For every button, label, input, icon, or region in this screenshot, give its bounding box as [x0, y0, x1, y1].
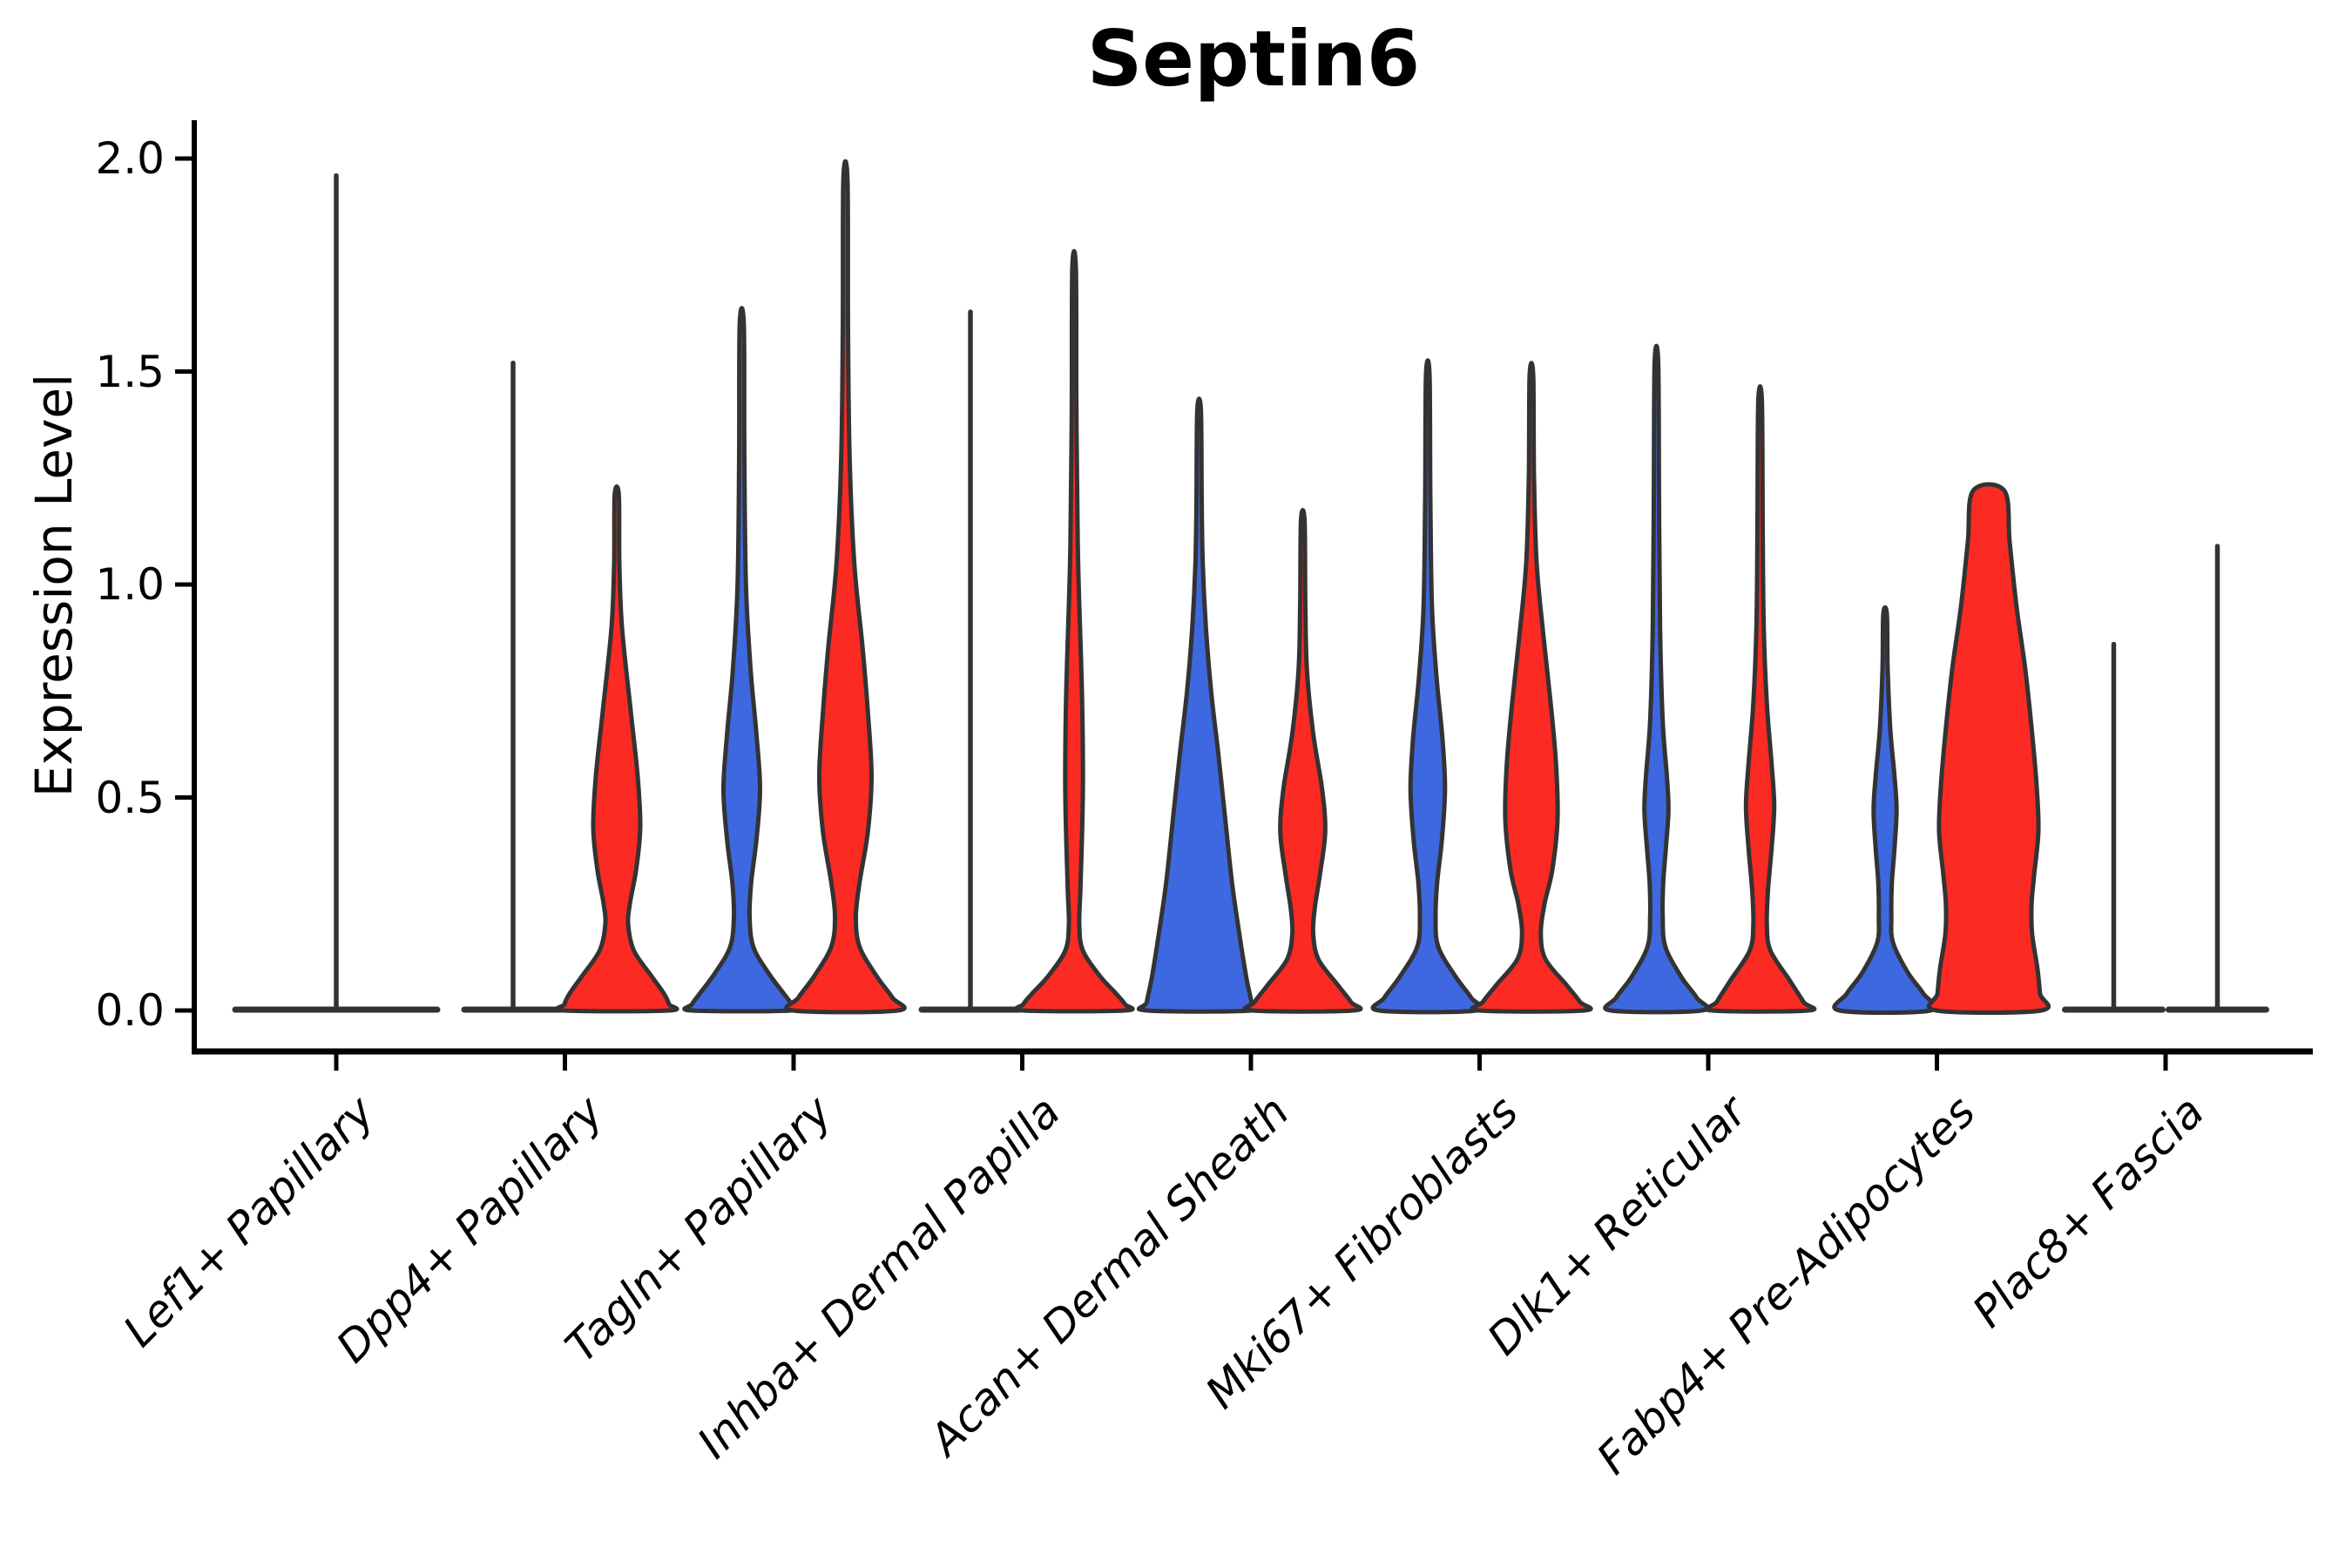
y-tick-label: 0.5: [95, 772, 165, 823]
violin-blue: [1603, 343, 1710, 1015]
violin-red: [1242, 507, 1363, 1014]
violin-red: [784, 159, 907, 1015]
y-tick-label: 2.0: [95, 133, 165, 184]
violin-blue: [1832, 605, 1938, 1015]
y-tick-label: 1.0: [95, 559, 165, 610]
y-tick-label: 1.5: [95, 346, 165, 397]
violin-red: [1927, 482, 2051, 1015]
violin-red: [554, 484, 679, 1014]
violin-red: [1470, 361, 1593, 1014]
violin-red: [1013, 248, 1135, 1014]
plot-title: Septin6: [1086, 14, 1421, 104]
y-tick-label: 0.0: [95, 985, 165, 1036]
violin-blue: [1136, 396, 1262, 1014]
violin-blue: [682, 306, 801, 1014]
violin-red: [1703, 384, 1817, 1014]
violin-blue: [1370, 358, 1485, 1015]
